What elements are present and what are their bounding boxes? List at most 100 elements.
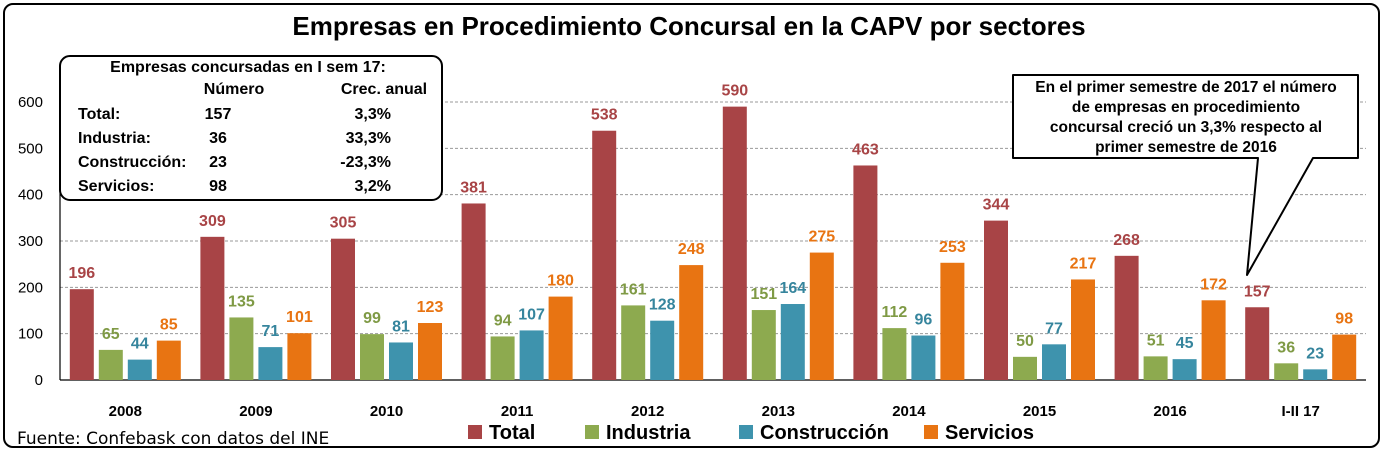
data-label: 248 bbox=[678, 241, 705, 258]
bar-total bbox=[200, 236, 225, 380]
data-label: 128 bbox=[649, 297, 676, 314]
data-label: 107 bbox=[518, 306, 545, 323]
data-label: 94 bbox=[494, 312, 512, 329]
data-label: 538 bbox=[591, 107, 618, 124]
bar-construcción bbox=[258, 347, 283, 380]
bar-construcción bbox=[650, 320, 675, 380]
bar-total bbox=[722, 106, 747, 380]
data-label: 23 bbox=[1306, 345, 1324, 362]
summary-heading: Empresas concursadas en I sem 17: bbox=[110, 59, 386, 76]
summary-box-frame bbox=[59, 55, 443, 201]
data-label: 157 bbox=[1244, 283, 1271, 300]
summary-row-crec: 33,3% bbox=[346, 130, 391, 147]
data-label: 164 bbox=[779, 280, 806, 297]
data-label: 217 bbox=[1070, 255, 1097, 272]
bar-servicios bbox=[940, 262, 965, 380]
y-tick-label: 500 bbox=[18, 140, 43, 157]
x-tick-label: 2013 bbox=[762, 403, 795, 420]
summary-rows: Total: 157 3,3% Industria: 36 33,3% Construcci… bbox=[78, 106, 391, 195]
data-label: 81 bbox=[392, 318, 410, 335]
data-label: 253 bbox=[939, 239, 966, 256]
bar-industria bbox=[1274, 363, 1299, 380]
bar-total bbox=[853, 165, 878, 380]
data-label: 268 bbox=[1113, 232, 1140, 249]
data-label: 172 bbox=[1200, 276, 1227, 293]
x-tick-label: 2011 bbox=[501, 403, 534, 420]
y-tick-label: 200 bbox=[18, 279, 43, 296]
summary-row-label: Total: bbox=[78, 106, 120, 123]
x-tick-label: 2008 bbox=[109, 403, 142, 420]
legend-swatch bbox=[585, 425, 599, 439]
chart-frame: Empresas en Procedimiento Concursal en l… bbox=[3, 3, 1380, 448]
data-label: 50 bbox=[1016, 333, 1034, 350]
legend-swatch bbox=[468, 425, 482, 439]
bar-construcción bbox=[1172, 359, 1197, 380]
x-tick-label: 2009 bbox=[239, 403, 272, 420]
data-label: 99 bbox=[363, 310, 381, 327]
bar-servicios bbox=[809, 252, 834, 380]
bar-industria bbox=[98, 349, 123, 380]
bar-total bbox=[592, 130, 617, 380]
y-tick-label: 400 bbox=[18, 187, 43, 204]
bar-servicios bbox=[548, 296, 573, 380]
data-label: 51 bbox=[1147, 332, 1165, 349]
callout-line: primer semestre de 2016 bbox=[1095, 139, 1277, 156]
data-label: 123 bbox=[417, 299, 444, 316]
bar-servicios bbox=[287, 333, 312, 380]
bar-industria bbox=[229, 317, 254, 380]
bar-industria bbox=[1143, 356, 1168, 380]
data-label: 36 bbox=[1277, 339, 1295, 356]
legend-label: Servicios bbox=[945, 422, 1034, 444]
legend: Total Industria Construcción Servicios bbox=[468, 422, 1034, 444]
summary-row-numero: 98 bbox=[209, 178, 227, 195]
legend-label: Total bbox=[489, 422, 535, 444]
data-label: 45 bbox=[1176, 335, 1194, 352]
summary-row-crec: -23,3% bbox=[340, 154, 391, 171]
legend-label: Industria bbox=[606, 422, 691, 444]
data-labels: 196 65 44 85 309 135 71 101 305 99 81 123 381 94 10718… bbox=[68, 83, 1353, 363]
x-tick-label: 2012 bbox=[631, 403, 664, 420]
data-label: 180 bbox=[547, 273, 574, 290]
bar-construcción bbox=[1042, 344, 1066, 380]
data-label: 196 bbox=[68, 265, 95, 282]
bar-servicios bbox=[679, 265, 704, 380]
bar-construcción bbox=[780, 304, 805, 380]
callout-note: En el primer semestre de 2017 el número d… bbox=[1012, 74, 1359, 276]
x-tick-label: 2016 bbox=[1153, 403, 1186, 420]
source-note: Fuente: Confebask con datos del INE bbox=[17, 429, 329, 446]
legend-swatch bbox=[739, 425, 753, 439]
bar-construcción bbox=[1303, 369, 1328, 380]
summary-col-numero: Número bbox=[204, 81, 265, 98]
data-label: 305 bbox=[330, 215, 357, 232]
bar-industria bbox=[360, 334, 384, 380]
bar-total bbox=[69, 289, 94, 380]
summary-row-crec: 3,3% bbox=[355, 106, 391, 123]
bar-servicios bbox=[1071, 279, 1095, 380]
bar-servicios bbox=[1332, 334, 1357, 380]
bar-construcción bbox=[519, 330, 544, 380]
bar-construcción bbox=[911, 335, 936, 380]
y-tick-label: 100 bbox=[18, 326, 43, 343]
data-label: 44 bbox=[131, 336, 149, 353]
data-label: 71 bbox=[262, 323, 280, 340]
y-tick-label: 300 bbox=[18, 233, 43, 250]
chart-title: Empresas en Procedimiento Concursal en l… bbox=[292, 11, 1085, 41]
data-label: 112 bbox=[881, 304, 907, 321]
bar-servicios bbox=[418, 323, 442, 380]
data-label: 151 bbox=[750, 286, 777, 303]
data-label: 77 bbox=[1045, 320, 1063, 337]
data-label: 96 bbox=[915, 312, 933, 329]
summary-col-crec: Crec. anual bbox=[341, 81, 427, 98]
legend-swatch bbox=[924, 425, 938, 439]
bar-total bbox=[331, 238, 355, 380]
summary-box: Empresas concursadas en I sem 17: Número… bbox=[59, 55, 443, 201]
summary-row-label: Industria: bbox=[78, 130, 151, 147]
x-tick-label: 2014 bbox=[892, 403, 926, 420]
data-label: 381 bbox=[460, 179, 487, 196]
data-label: 98 bbox=[1335, 311, 1353, 328]
callout-line: de empresas en procedimiento bbox=[1072, 99, 1300, 116]
summary-row-numero: 157 bbox=[205, 106, 232, 123]
callout-bubble bbox=[1012, 74, 1359, 276]
bar-industria bbox=[882, 328, 907, 380]
data-label: 344 bbox=[983, 197, 1010, 214]
